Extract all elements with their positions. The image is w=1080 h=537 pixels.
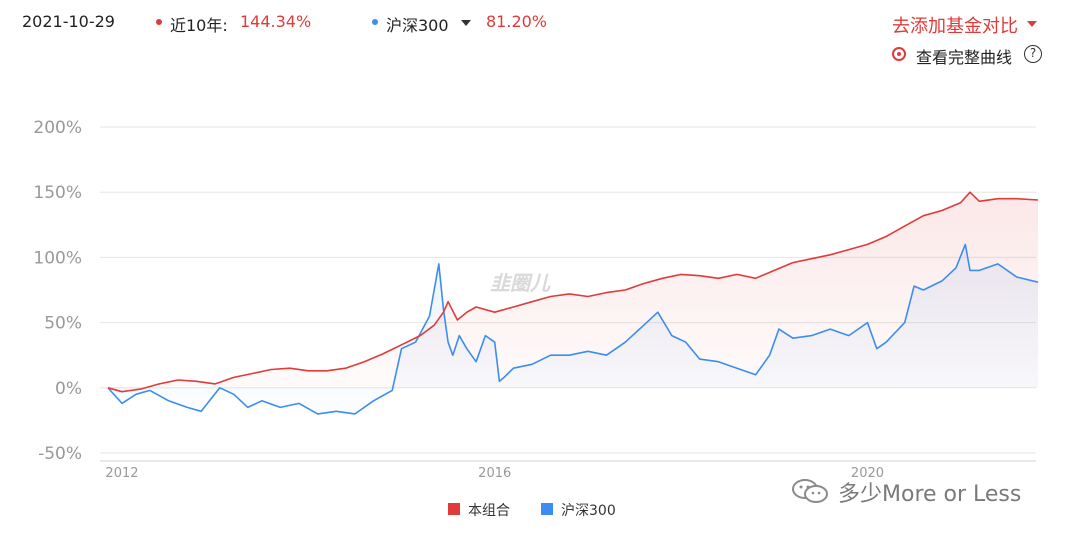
date-label: 2021-10-29 <box>22 12 115 31</box>
chevron-down-icon[interactable] <box>461 20 471 26</box>
y-tick-label: 200% <box>33 118 82 138</box>
legend-swatch-index[interactable] <box>541 503 553 515</box>
series-area <box>108 244 1038 414</box>
portfolio-dot-icon <box>156 19 162 25</box>
full-curve-label[interactable]: 查看完整曲线 <box>916 48 1013 67</box>
series-lines <box>107 191 1039 415</box>
y-tick-label: -50% <box>38 444 82 464</box>
radio-icon[interactable] <box>892 47 906 61</box>
index-dot-icon <box>372 19 378 25</box>
help-icon[interactable]: ? <box>1024 45 1042 63</box>
chart-header: 2021-10-29 近10年: 144.34% 沪深300 81.20% 去添… <box>0 0 1080 44</box>
account-name: 多少More or Less <box>838 482 1022 507</box>
legend-swatch-portfolio[interactable] <box>448 503 460 515</box>
legend-label-index[interactable]: 沪深300 <box>561 503 616 519</box>
chart-legend: 本组合 沪深300 <box>0 500 1080 520</box>
x-tick-label: 2016 <box>478 466 511 481</box>
x-tick-label: 2020 <box>851 466 884 481</box>
y-tick-label: 150% <box>33 183 82 203</box>
legend-label-portfolio[interactable]: 本组合 <box>468 503 510 519</box>
x-tick-label: 2012 <box>105 466 138 481</box>
index-selector[interactable]: 沪深300 <box>386 16 449 35</box>
y-axis: 200% 150% 100% 50% 0% -50% <box>33 118 82 464</box>
chart-watermark: 韭圈儿 <box>490 271 551 295</box>
x-axis: 2012 2016 2020 <box>100 460 1036 481</box>
portfolio-return-value: 144.34% <box>240 12 312 31</box>
wechat-icon <box>792 479 828 503</box>
portfolio-line <box>107 191 1039 393</box>
series-areas <box>108 192 1038 414</box>
y-tick-label: 0% <box>55 379 82 399</box>
index-return-value: 81.20% <box>486 12 548 31</box>
add-fund-compare-button[interactable]: 去添加基金对比 <box>892 16 1018 37</box>
index-line <box>107 243 1039 415</box>
y-tick-label: 50% <box>44 314 82 334</box>
portfolio-period-label: 近10年: <box>170 16 228 35</box>
y-tick-label: 100% <box>33 248 82 268</box>
caret-down-icon[interactable] <box>1027 21 1037 27</box>
